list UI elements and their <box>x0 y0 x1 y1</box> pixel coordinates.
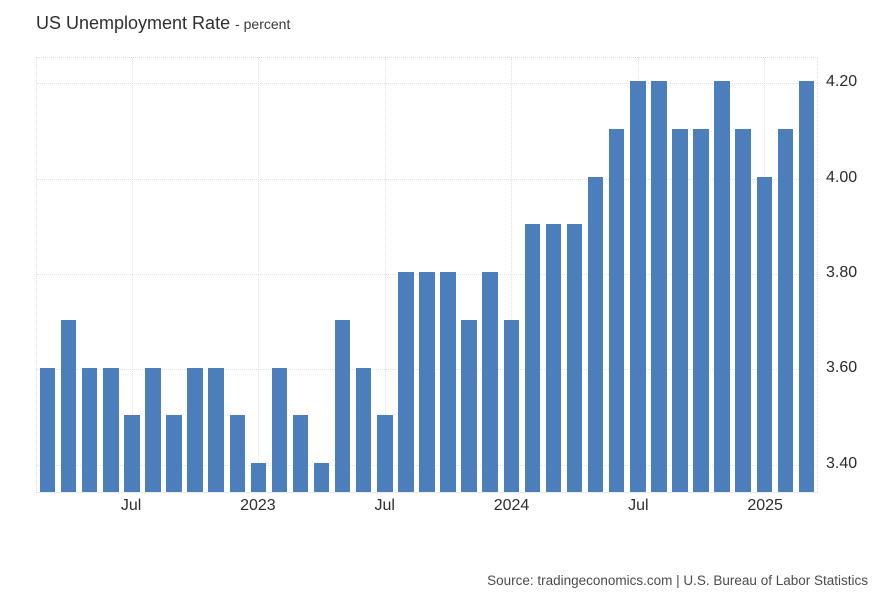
bar <box>377 415 393 492</box>
bar <box>187 367 203 492</box>
bar <box>124 415 140 492</box>
bar <box>356 367 372 492</box>
bar <box>714 81 730 492</box>
chart-title: US Unemployment Rate <box>36 13 231 33</box>
bar <box>735 129 751 492</box>
bar <box>419 272 435 492</box>
bar <box>608 129 625 492</box>
x-tick-label: Jul <box>374 497 395 514</box>
gridline-vertical <box>131 58 133 492</box>
bar <box>313 462 330 492</box>
bar <box>166 415 182 492</box>
bar <box>524 224 541 492</box>
x-tick-label: Jul <box>628 497 649 514</box>
x-tick-label: 2023 <box>240 497 276 514</box>
bar <box>693 129 709 492</box>
bar <box>39 367 56 492</box>
bar <box>229 415 245 492</box>
bar <box>145 367 161 492</box>
y-tick-label: 3.60 <box>826 359 858 377</box>
plot-area <box>36 57 818 493</box>
bar <box>587 176 604 492</box>
bar <box>672 129 688 492</box>
bar <box>208 367 224 492</box>
gridline-vertical <box>511 58 513 492</box>
bar <box>271 367 288 492</box>
bar <box>398 272 414 492</box>
chart-subtitle: - percent <box>235 16 291 32</box>
gridline-horizontal <box>37 178 817 180</box>
bar <box>461 319 477 492</box>
bar <box>81 367 98 492</box>
bar <box>103 367 119 492</box>
bar <box>440 272 456 492</box>
gridline-vertical <box>384 58 386 492</box>
bar <box>777 129 794 492</box>
x-tick-label: 2024 <box>493 497 530 514</box>
bar <box>292 415 309 492</box>
gridline-vertical <box>258 58 260 492</box>
bar <box>60 319 77 492</box>
bar <box>545 224 562 492</box>
chart-header: US Unemployment Rate - percent <box>36 13 290 34</box>
bar <box>651 81 667 492</box>
y-tick-label: 4.00 <box>826 168 858 186</box>
bar <box>250 462 267 492</box>
bar <box>630 81 646 492</box>
source-attribution: Source: tradingeconomics.com | U.S. Bure… <box>487 573 868 588</box>
x-tick-label: Jul <box>120 497 142 514</box>
x-axis: Jul 2023 Jul 2024 Jul 2025 <box>36 497 818 517</box>
bar <box>334 319 351 492</box>
y-tick-label: 4.20 <box>826 73 858 91</box>
y-axis: 3.40 3.60 3.80 4.00 4.20 <box>826 57 880 493</box>
x-tick-label: 2025 <box>747 497 783 514</box>
bar <box>756 176 773 492</box>
y-tick-label: 3.40 <box>826 454 858 472</box>
bar <box>482 272 498 492</box>
bar <box>503 319 520 492</box>
y-tick-label: 3.80 <box>826 264 858 282</box>
gridline-horizontal <box>37 83 817 85</box>
bar <box>798 81 815 492</box>
bar <box>566 224 583 492</box>
